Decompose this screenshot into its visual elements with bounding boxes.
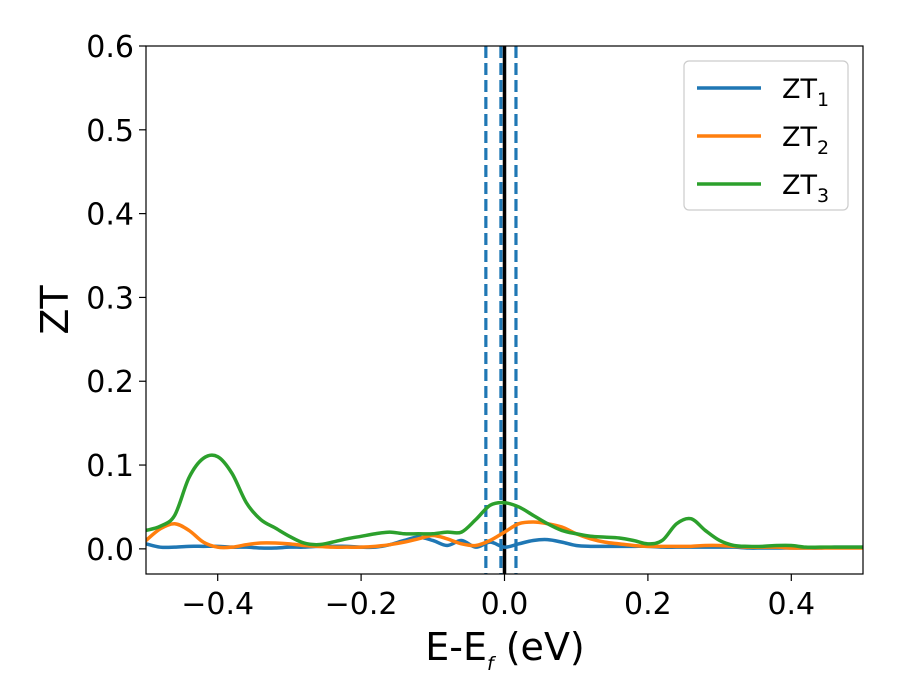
x-tick-label: −0.4 [181,587,254,622]
y-tick-label: 0.0 [86,533,134,568]
legend-items: ZT1 ZT2 ZT3 [697,74,829,207]
legend: ZT1 ZT2 ZT3 [683,60,849,211]
y-tick-label: 0.1 [86,449,134,484]
y-tick-label: 0.3 [86,281,134,316]
y-tick-label: 0.5 [86,114,134,149]
x-axis-label-sub: f [487,653,497,675]
x-tick-label: −0.2 [325,587,398,622]
y-tick-label: 0.4 [86,198,134,233]
x-axis-label: E-Ef (eV) [425,625,585,675]
legend-box [683,60,849,211]
series-line-zt3 [146,453,863,550]
x-tick-label: 0.2 [624,587,672,622]
y-tick-label: 0.2 [86,365,134,400]
x-axis-label-main: E-E [425,625,487,669]
x-tick-label: 0.0 [481,587,529,622]
x-axis-ticks: −0.4 −0.2 0.0 0.2 0.4 [181,574,815,622]
x-axis-label-unit: (eV) [494,625,585,669]
series-group [146,453,863,550]
legend-label-zt2: ZT2 [782,122,829,159]
x-tick-label: 0.4 [767,587,815,622]
y-axis-label: ZT [33,285,77,335]
reference-lines [484,46,518,574]
y-tick-label: 0.6 [86,30,134,65]
legend-label-zt1: ZT1 [782,74,829,111]
legend-label-zt3: ZT3 [782,170,829,207]
y-axis-ticks: 0.0 0.1 0.2 0.3 0.4 0.5 0.6 [86,30,146,568]
